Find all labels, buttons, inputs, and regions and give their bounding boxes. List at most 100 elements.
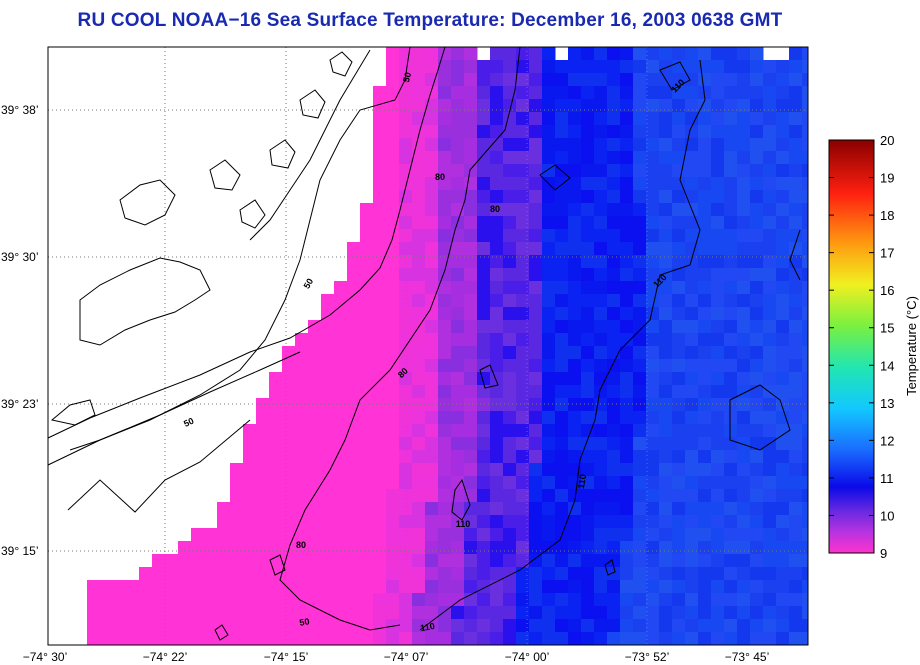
- sst-cell: [386, 632, 400, 645]
- sst-cell: [607, 398, 621, 412]
- sst-cell: [620, 281, 634, 295]
- sst-cell: [308, 385, 322, 399]
- sst-cell: [750, 567, 764, 581]
- sst-cell: [295, 333, 309, 347]
- sst-cell: [360, 567, 374, 581]
- sst-cell: [529, 177, 543, 191]
- sst-cell: [386, 567, 400, 581]
- sst-cell: [425, 515, 439, 529]
- sst-cell: [386, 450, 400, 464]
- sst-cell: [360, 411, 374, 425]
- sst-cell: [490, 424, 504, 438]
- sst-cell: [776, 619, 790, 633]
- sst-cell: [763, 125, 777, 139]
- sst-cell: [646, 398, 660, 412]
- sst-cell: [412, 476, 426, 490]
- sst-cell: [243, 541, 257, 555]
- sst-cell: [334, 359, 348, 373]
- sst-cell: [555, 216, 569, 230]
- sst-cell: [659, 346, 673, 360]
- sst-cell: [581, 255, 595, 269]
- sst-cell: [451, 164, 465, 178]
- sst-cell: [321, 385, 335, 399]
- sst-cell: [646, 86, 660, 100]
- sst-cell: [698, 112, 712, 126]
- sst-cell: [360, 450, 374, 464]
- sst-cell: [698, 398, 712, 412]
- sst-cell: [542, 606, 556, 620]
- sst-cell: [529, 229, 543, 243]
- sst-cell: [256, 567, 270, 581]
- sst-cell: [659, 580, 673, 594]
- sst-cell: [282, 346, 296, 360]
- sst-cell: [308, 333, 322, 347]
- sst-cell: [802, 632, 808, 645]
- sst-cell: [737, 593, 751, 607]
- sst-cell: [750, 619, 764, 633]
- sst-cell: [412, 138, 426, 152]
- sst-cell: [347, 385, 361, 399]
- sst-cell: [399, 268, 413, 282]
- sst-cell: [373, 281, 387, 295]
- sst-cell: [633, 411, 647, 425]
- sst-cell: [477, 255, 491, 269]
- sst-cell: [152, 593, 166, 607]
- sst-cell: [425, 424, 439, 438]
- sst-cell: [490, 177, 504, 191]
- sst-cell: [672, 255, 686, 269]
- sst-cell: [555, 346, 569, 360]
- sst-cell: [607, 177, 621, 191]
- sst-cell: [373, 125, 387, 139]
- sst-cell: [568, 320, 582, 334]
- sst-cell: [581, 619, 595, 633]
- sst-cell: [360, 437, 374, 451]
- sst-cell: [113, 619, 127, 633]
- sst-cell: [321, 580, 335, 594]
- sst-cell: [542, 424, 556, 438]
- sst-cell: [217, 528, 231, 542]
- sst-cell: [555, 619, 569, 633]
- sst-cell: [763, 164, 777, 178]
- sst-cell: [620, 411, 634, 425]
- sst-cell: [568, 112, 582, 126]
- sst-cell: [503, 268, 517, 282]
- sst-cell: [516, 216, 530, 230]
- sst-cell: [269, 424, 283, 438]
- sst-cell: [230, 567, 244, 581]
- sst-cell: [321, 606, 335, 620]
- sst-cell: [516, 177, 530, 191]
- sst-cell: [659, 47, 673, 61]
- sst-cell: [490, 437, 504, 451]
- sst-cell: [659, 151, 673, 165]
- sst-cell: [308, 463, 322, 477]
- sst-cell: [256, 476, 270, 490]
- sst-cell: [607, 112, 621, 126]
- sst-cell: [412, 502, 426, 516]
- sst-cell: [308, 515, 322, 529]
- sst-cell: [685, 632, 699, 645]
- sst-cell: [451, 190, 465, 204]
- sst-cell: [802, 281, 808, 295]
- sst-cell: [607, 411, 621, 425]
- sst-cell: [672, 463, 686, 477]
- sst-cell: [503, 255, 517, 269]
- sst-cell: [464, 619, 478, 633]
- sst-cell: [243, 606, 257, 620]
- sst-cell: [516, 372, 530, 386]
- sst-cell: [685, 138, 699, 152]
- sst-cell: [490, 60, 504, 74]
- sst-cell: [412, 359, 426, 373]
- sst-cell: [308, 567, 322, 581]
- sst-cell: [568, 268, 582, 282]
- contour-label: 80: [296, 540, 306, 550]
- sst-cell: [334, 411, 348, 425]
- sst-cell: [659, 541, 673, 555]
- sst-cell: [672, 164, 686, 178]
- sst-cell: [542, 489, 556, 503]
- sst-cell: [724, 554, 738, 568]
- sst-cell: [568, 554, 582, 568]
- sst-cell: [724, 359, 738, 373]
- sst-cell: [503, 580, 517, 594]
- sst-cell: [594, 73, 608, 87]
- sst-cell: [607, 476, 621, 490]
